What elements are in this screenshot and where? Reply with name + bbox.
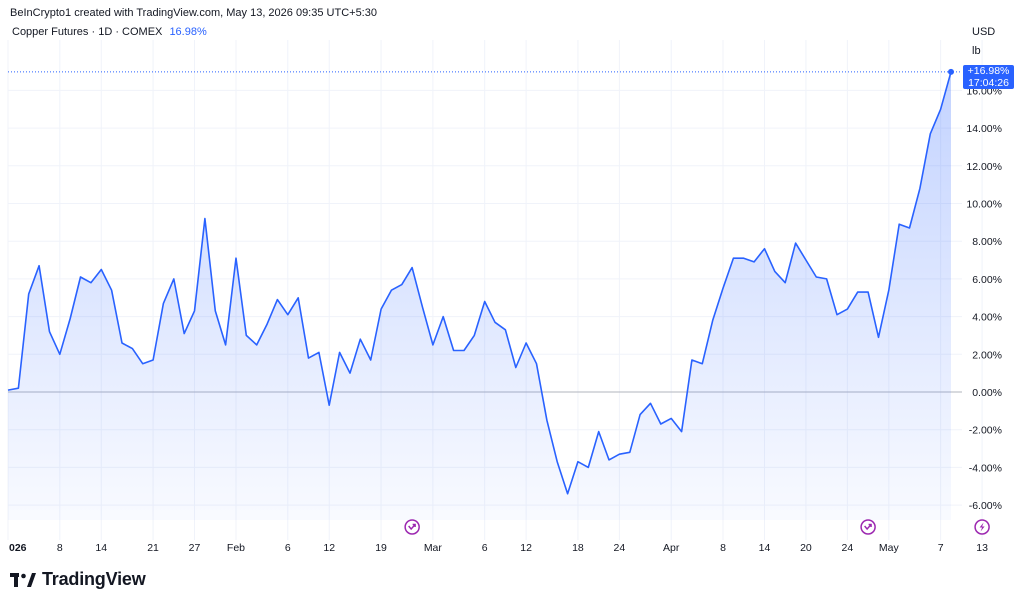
y-tick-label: 12.00%	[966, 161, 1002, 173]
y-tick-label: 6.00%	[972, 274, 1002, 286]
x-tick-label: Mar	[424, 542, 443, 554]
last-price-dot	[948, 68, 954, 75]
axis-currency: USD	[972, 26, 996, 38]
lightning-icon[interactable]	[974, 519, 990, 535]
y-tick-label: -2.00%	[969, 425, 1002, 437]
x-tick-label: 13	[976, 542, 988, 554]
x-tick-label: 6	[285, 542, 291, 554]
symbol-title: Copper Futures · 1D · COMEX	[12, 26, 163, 38]
x-tick-label: 7	[938, 542, 944, 554]
y-tick-label: 10.00%	[966, 199, 1002, 211]
tradingview-logo-icon	[10, 572, 36, 587]
y-tick-label: 4.00%	[972, 312, 1002, 324]
y-tick-label: 14.00%	[966, 123, 1002, 135]
x-tick-label: 8	[720, 542, 726, 554]
x-tick-label: 24	[614, 542, 626, 554]
symbol-legend[interactable]: Copper Futures · 1D · COMEX 16.98%	[12, 26, 207, 38]
x-tick-label: 14	[759, 542, 771, 554]
x-tick-label: 20	[800, 542, 812, 554]
x-tick-label: Apr	[663, 542, 680, 554]
last-price-value: +16.98%	[967, 65, 1010, 77]
x-tick-label: May	[879, 542, 900, 554]
price-series-line	[7, 71, 952, 495]
area-fill	[8, 71, 951, 521]
x-tick-label: 12	[323, 542, 335, 554]
x-tick-label: 8	[57, 542, 63, 554]
x-tick-label: 24	[842, 542, 854, 554]
change-percent: 16.98%	[169, 26, 207, 38]
x-tick-label: 14	[95, 542, 107, 554]
y-tick-label: 2.00%	[972, 349, 1002, 361]
last-price-time: 17:04:26	[968, 76, 1009, 89]
brand-name: TradingView	[42, 569, 146, 589]
y-tick-label: 8.00%	[972, 236, 1002, 248]
x-tick-label: Feb	[227, 542, 245, 554]
tradingview-footer[interactable]: TradingView	[10, 569, 146, 590]
y-tick-label: -4.00%	[969, 462, 1002, 474]
y-tick-label: -6.00%	[969, 500, 1002, 512]
axis-unit: lb	[972, 45, 981, 57]
x-tick-label: 6	[482, 542, 488, 554]
x-tick-label: 18	[572, 542, 584, 554]
x-tick-label: 026	[9, 542, 27, 554]
y-axis: 16.00%14.00%12.00%10.00%8.00%6.00%4.00%2…	[966, 85, 1002, 512]
earnings-icon[interactable]	[404, 519, 420, 535]
last-price-badge: +16.98% 17:04:26	[963, 65, 1014, 89]
earnings-icon[interactable]	[860, 519, 876, 535]
x-tick-label: 12	[520, 542, 532, 554]
y-tick-label: 0.00%	[972, 387, 1002, 399]
x-tick-label: 19	[375, 542, 387, 554]
event-markers	[404, 519, 990, 535]
chart-caption: BeInCrypto1 created with TradingView.com…	[10, 7, 377, 19]
x-tick-label: 21	[147, 542, 159, 554]
x-tick-label: 27	[189, 542, 201, 554]
x-axis: 026 8 14 21 27 Feb 6 12 19 Mar 6 12 18 24 Apr 8 14 20 24 Ma…	[9, 542, 988, 554]
